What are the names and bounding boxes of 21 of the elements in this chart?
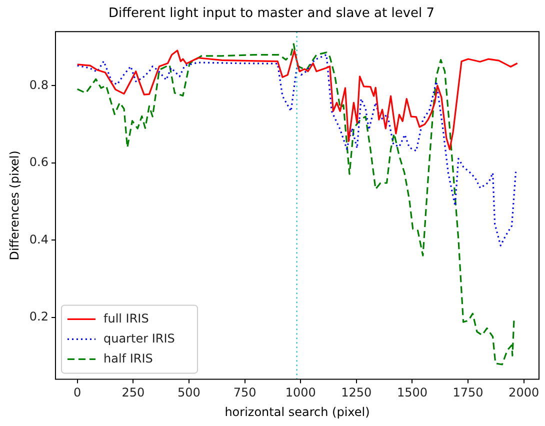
x-tick-label: 2000 <box>508 386 540 400</box>
y-axis-title: Differences (pixel) <box>7 150 22 260</box>
legend-label: full IRIS <box>103 311 149 326</box>
legend-label: half IRIS <box>103 351 153 366</box>
y-tick-label: 0.6 <box>29 155 48 170</box>
x-tick-label: 1500 <box>396 386 428 400</box>
x-tick-label: 1250 <box>341 386 372 400</box>
x-tick-label: 0 <box>74 386 82 400</box>
x-tick-label: 750 <box>233 386 256 400</box>
line-series <box>76 43 517 366</box>
x-tick-label: 250 <box>122 386 145 400</box>
line-series <box>76 54 517 246</box>
x-tick-label: 500 <box>178 386 200 400</box>
x-tick-label: 1750 <box>452 386 484 400</box>
y-tick-label: 0.8 <box>29 78 48 92</box>
y-tick-label: 0.2 <box>29 310 48 324</box>
legend-label: quarter IRIS <box>103 331 175 346</box>
chart-title: Different light input to master and slave at level 7 <box>108 6 435 22</box>
y-tick-label: 0.4 <box>29 232 48 246</box>
x-tick-label: 1000 <box>285 386 316 400</box>
x-axis-title: horizontal search (pixel) <box>224 404 370 419</box>
